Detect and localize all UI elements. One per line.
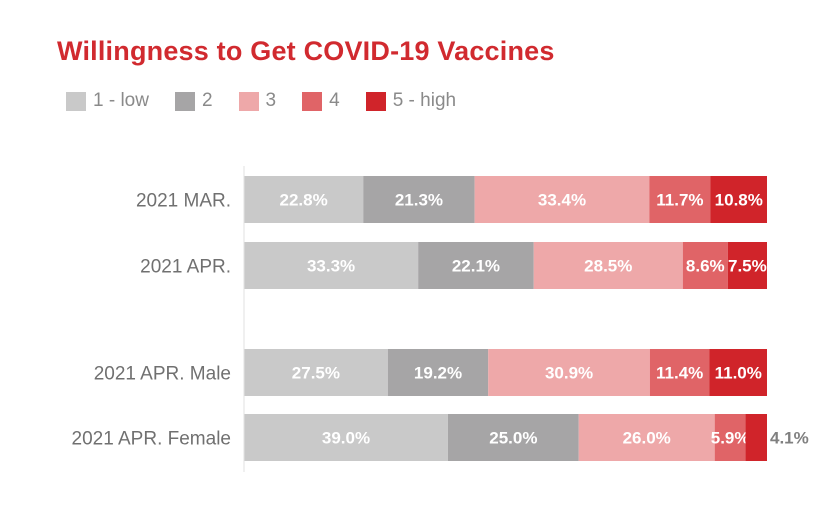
chart-title: Willingness to Get COVID-19 Vaccines bbox=[57, 36, 555, 66]
data-label-2021-apr-2: 22.1% bbox=[452, 257, 500, 276]
bar-segment-2021-apr-2 bbox=[418, 242, 534, 289]
legend-item-5-high: 5 - high bbox=[365, 90, 457, 112]
legend: 1 - low 2 3 4 5 - high bbox=[66, 90, 482, 112]
data-label-2021-apr-3: 28.5% bbox=[584, 257, 632, 276]
bar-segment-2021-apr-male-3 bbox=[488, 349, 650, 396]
legend-label-2: 2 bbox=[201, 90, 213, 111]
data-label-2021-apr-male-4: 11.4% bbox=[656, 364, 703, 383]
legend-swatch-5-high bbox=[365, 91, 386, 111]
category-label-2021-mar: 2021 MAR. bbox=[136, 191, 231, 212]
data-label-2021-mar-4: 11.7% bbox=[656, 191, 703, 210]
legend-label-3: 3 bbox=[265, 90, 277, 111]
bar-segment-2021-apr-male-4 bbox=[649, 349, 710, 396]
bar-segment-2021-apr-5-high bbox=[727, 242, 767, 289]
data-label-2021-apr-5-high: 7.5% bbox=[728, 257, 767, 276]
bar-segment-2021-mar-2 bbox=[363, 176, 475, 223]
category-labels: 2021 MAR. 2021 APR. 2021 APR. Male 2021 APR… bbox=[72, 191, 231, 450]
legend-swatch-4 bbox=[302, 91, 323, 111]
legend-swatch-3 bbox=[238, 91, 259, 111]
data-label-2021-apr-female-4: 5.9% bbox=[711, 429, 750, 448]
bar-segment-2021-mar-1-low bbox=[244, 176, 364, 223]
bar-segment-2021-apr-female-3 bbox=[578, 414, 715, 461]
data-label-2021-apr-female-1-low: 39.0% bbox=[322, 429, 370, 448]
bar-segment-2021-apr-male-5-high bbox=[709, 349, 767, 396]
bar-segment-2021-mar-3 bbox=[474, 176, 650, 223]
bar-segment-2021-apr-male-2 bbox=[387, 349, 489, 396]
data-label-2021-apr-female-3: 26.0% bbox=[623, 429, 671, 448]
bar-segment-2021-mar-4 bbox=[649, 176, 711, 223]
bar-segment-2021-apr-4 bbox=[682, 242, 728, 289]
legend-swatch-2 bbox=[174, 91, 195, 111]
data-label-2021-apr-1-low: 33.3% bbox=[307, 257, 355, 276]
bar-segment-2021-apr-3 bbox=[533, 242, 683, 289]
data-label-2021-mar-1-low: 22.8% bbox=[280, 191, 328, 210]
bar-segment-2021-apr-female-1-low bbox=[244, 414, 448, 461]
data-label-2021-apr-male-5-high: 11.0% bbox=[715, 364, 762, 383]
legend-label-1-low: 1 - low bbox=[93, 90, 149, 111]
category-label-2021-apr-female: 2021 APR. Female bbox=[72, 429, 231, 450]
data-label-2021-apr-male-1-low: 27.5% bbox=[292, 364, 340, 383]
legend-label-4: 4 bbox=[329, 90, 340, 111]
bar-segment-2021-apr-male-1-low bbox=[244, 349, 388, 396]
legend-item-1-low: 1 - low bbox=[66, 90, 149, 112]
bar-segment-2021-apr-female-4 bbox=[714, 414, 746, 461]
legend-label-5-high: 5 - high bbox=[392, 90, 457, 111]
category-label-2021-apr: 2021 APR. bbox=[140, 257, 231, 278]
bar-segment-2021-apr-1-low bbox=[244, 242, 419, 289]
data-label-2021-apr-male-3: 30.9% bbox=[545, 364, 593, 383]
bar-group: 22.8% 21.3% 33.4% 11.7% 10.8% 33.3% 22.1% 28.5%… bbox=[244, 176, 809, 461]
category-label-2021-apr-male: 2021 APR. Male bbox=[94, 364, 231, 385]
data-label-2021-apr-4: 8.6% bbox=[686, 257, 725, 276]
legend-item-2: 2 bbox=[174, 90, 213, 112]
data-label-2021-apr-female-2: 25.0% bbox=[489, 429, 537, 448]
legend-swatch-1-low bbox=[66, 91, 86, 111]
data-label-2021-apr-male-2: 19.2% bbox=[414, 364, 462, 383]
bar-segment-2021-mar-5-high bbox=[710, 176, 767, 223]
data-label-2021-apr-female-5-high: 4.1% bbox=[770, 429, 809, 448]
bar-segment-2021-apr-female-5-high bbox=[745, 414, 767, 461]
data-label-2021-mar-2: 21.3% bbox=[395, 191, 443, 210]
data-label-2021-mar-5-high: 10.8% bbox=[715, 191, 763, 210]
data-label-2021-mar-3: 33.4% bbox=[538, 191, 586, 210]
legend-item-3: 3 bbox=[238, 90, 277, 112]
legend-item-4: 4 bbox=[302, 90, 340, 112]
bar-segment-2021-apr-female-2 bbox=[447, 414, 579, 461]
